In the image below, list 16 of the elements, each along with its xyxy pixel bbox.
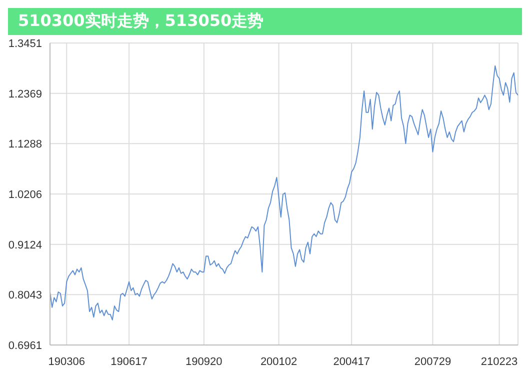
x-tick-label: 210223 xyxy=(480,356,518,368)
chart-title: 510300实时走势，513050走势 xyxy=(8,8,522,35)
x-tick-label: 200417 xyxy=(333,356,370,368)
x-tick-label: 200102 xyxy=(260,356,298,368)
x-tick-label: 190306 xyxy=(48,356,85,368)
y-tick-label: 0.9124 xyxy=(8,239,42,252)
y-tick-label: 1.1288 xyxy=(8,138,42,151)
y-tick-label: 0.6961 xyxy=(8,340,42,352)
y-tick-label: 0.8043 xyxy=(8,290,42,302)
x-tick-label: 190920 xyxy=(186,356,222,368)
y-tick-label: 1.0206 xyxy=(8,188,42,201)
y-tick-label: 1.2369 xyxy=(8,88,42,100)
line-series xyxy=(50,65,518,320)
y-tick-label: 1.3451 xyxy=(8,38,42,50)
x-tick-label: 190617 xyxy=(110,356,148,368)
x-tick-label: 200729 xyxy=(414,356,452,368)
